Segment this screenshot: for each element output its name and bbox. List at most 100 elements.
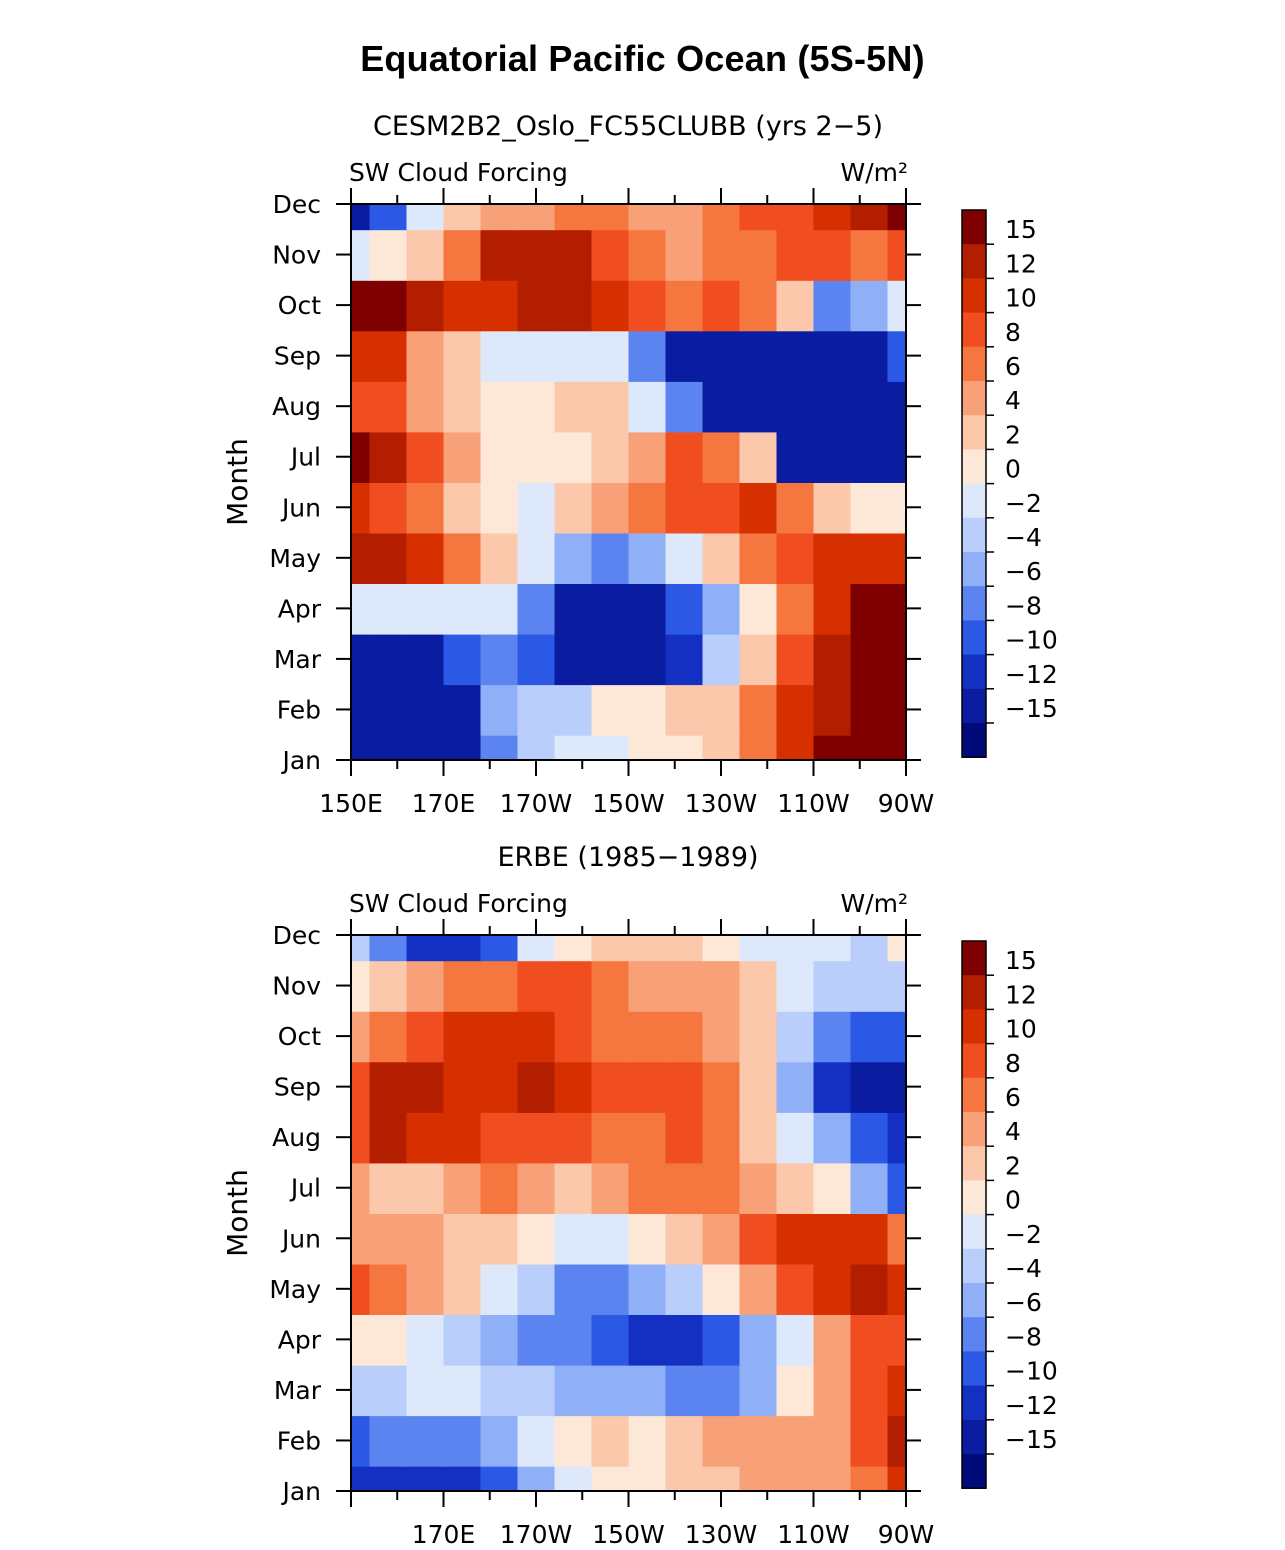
y-tick-label: Apr — [278, 1325, 322, 1354]
heatmap-cell — [702, 532, 741, 584]
heatmap-cell — [517, 633, 556, 686]
heatmap-cell — [813, 734, 852, 760]
heatmap-cell — [443, 734, 482, 760]
colorbar-swatch — [962, 1419, 986, 1455]
heatmap-cell — [591, 532, 630, 584]
heatmap-cell — [369, 633, 408, 686]
heatmap-cell — [628, 734, 667, 760]
heatmap-cell — [591, 1465, 630, 1491]
heatmap-cell — [665, 1314, 704, 1366]
colorbar-label: 2 — [1005, 420, 1021, 449]
colorbar-label: −2 — [1005, 489, 1042, 518]
heatmap-cell — [850, 1111, 889, 1164]
heatmap-cell — [554, 431, 593, 483]
heatmap-cell — [702, 684, 741, 736]
colorbar-label: −12 — [1005, 1391, 1058, 1420]
x-tick-label: 150W — [592, 789, 664, 818]
heatmap-cell — [443, 583, 482, 635]
colorbar-label: 6 — [1005, 352, 1021, 381]
heatmap-cell — [850, 482, 889, 534]
heatmap-cell — [351, 1415, 371, 1467]
heatmap-cell — [628, 431, 667, 483]
heatmap-cell — [406, 1010, 445, 1063]
colorbar-swatch — [962, 1317, 986, 1352]
heatmap-cell — [351, 204, 371, 231]
main-title: Equatorial Pacific Ocean (5S-5N) — [360, 38, 925, 79]
heatmap-cell — [591, 431, 630, 483]
heatmap-cell — [628, 482, 667, 534]
heatmap-cell — [739, 204, 778, 231]
y-tick-label: Nov — [272, 241, 321, 270]
heatmap-cell — [776, 583, 815, 635]
heatmap-cell — [776, 1314, 815, 1366]
heatmap-cell — [887, 935, 906, 962]
heatmap-cell — [480, 330, 519, 382]
heatmap-cell — [351, 1061, 371, 1113]
heatmap-cell — [776, 380, 815, 433]
heatmap-cell — [517, 1364, 556, 1417]
heatmap-cell — [443, 1415, 482, 1467]
heatmap-cell — [517, 330, 556, 382]
heatmap-cell — [850, 1465, 889, 1491]
colorbar-swatch — [962, 1009, 986, 1045]
heatmap-cell — [850, 1415, 889, 1467]
heatmap-cell — [702, 431, 741, 483]
panel-model-units: W/m² — [840, 158, 908, 187]
heatmap-cell — [813, 431, 852, 483]
heatmap-cell — [517, 431, 556, 483]
heatmap-cell — [554, 1364, 593, 1417]
heatmap-cell — [517, 684, 556, 736]
heatmap-cell — [443, 633, 482, 686]
heatmap-cell — [739, 229, 778, 281]
panel-erbe-units: W/m² — [840, 889, 908, 918]
heatmap-cell — [702, 1263, 741, 1315]
heatmap-cell — [351, 734, 371, 760]
heatmap-cell — [628, 684, 667, 736]
heatmap-cell — [739, 960, 778, 1012]
heatmap-cell — [850, 204, 889, 231]
heatmap-cell — [480, 960, 519, 1012]
heatmap-cell — [351, 1162, 371, 1214]
heatmap-cell — [813, 633, 852, 686]
heatmap-cell — [887, 279, 906, 332]
heatmap-cell — [628, 1263, 667, 1315]
heatmap-cell — [813, 380, 852, 433]
heatmap-cell — [739, 380, 778, 433]
heatmap-cell — [887, 1465, 906, 1491]
heatmap-cell — [702, 1111, 741, 1164]
heatmap-cell — [776, 960, 815, 1012]
heatmap-cell — [813, 1364, 852, 1417]
heatmap-cell — [406, 380, 445, 433]
heatmap-cell — [517, 1263, 556, 1315]
heatmap-cell — [554, 960, 593, 1012]
colorbar-label: −10 — [1005, 626, 1058, 655]
heatmap-cell — [443, 380, 482, 433]
heatmap-cell — [517, 1465, 556, 1491]
heatmap-cell — [554, 633, 593, 686]
heatmap-cell — [517, 1213, 556, 1265]
heatmap-cell — [665, 1263, 704, 1315]
colorbar-label: −10 — [1005, 1357, 1058, 1386]
heatmap-cell — [665, 1415, 704, 1467]
y-tick-label: Apr — [278, 594, 322, 623]
heatmap-cell — [739, 684, 778, 736]
heatmap-cell — [406, 532, 445, 584]
colorbar-swatch — [962, 1146, 986, 1181]
heatmap-cell — [850, 935, 889, 962]
heatmap-cell — [813, 1111, 852, 1164]
heatmap-cell — [739, 482, 778, 534]
heatmap-cell — [739, 734, 778, 760]
colorbar-label: −8 — [1005, 1322, 1042, 1351]
heatmap-cell — [351, 583, 371, 635]
heatmap-cell — [351, 1010, 371, 1063]
heatmap-cell — [665, 482, 704, 534]
heatmap-cell — [406, 229, 445, 281]
heatmap-cell — [443, 1364, 482, 1417]
colorbar-swatch — [962, 1454, 986, 1489]
heatmap-cell — [554, 1465, 593, 1491]
heatmap-cell — [776, 1364, 815, 1417]
heatmap-cell — [443, 482, 482, 534]
heatmap-cell — [591, 935, 630, 962]
heatmap-cell — [739, 1314, 778, 1366]
colorbar-swatch — [962, 415, 986, 450]
